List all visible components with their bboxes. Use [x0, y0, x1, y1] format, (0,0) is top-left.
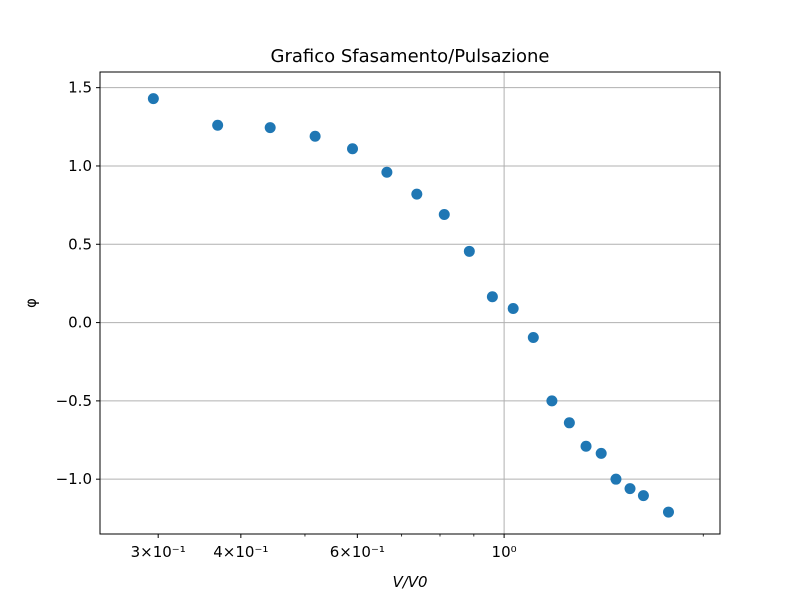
data-point: [381, 166, 393, 178]
y-axis-label: φ: [22, 298, 40, 308]
y-tick-label: 1.0: [68, 157, 92, 175]
plot-frame: [99, 71, 721, 535]
data-point: [595, 447, 607, 459]
data-point: [347, 143, 359, 155]
y-tick-label: 0.0: [68, 314, 92, 332]
data-point: [411, 188, 423, 200]
y-tick-label: −0.5: [56, 392, 92, 410]
data-point: [563, 417, 575, 429]
data-point: [546, 395, 558, 407]
data-point: [662, 506, 674, 518]
y-tick-label: 0.5: [68, 235, 92, 253]
y-tick-label: −1.0: [56, 470, 92, 488]
data-point: [463, 245, 475, 257]
grid-lines: [100, 72, 720, 534]
data-point: [486, 291, 498, 303]
data-point: [264, 122, 276, 134]
data-point: [610, 473, 622, 485]
x-tick-label: 6×10⁻¹: [330, 543, 385, 561]
chart-title: Grafico Sfasamento/Pulsazione: [271, 46, 550, 67]
data-point: [637, 490, 649, 502]
data-point: [527, 331, 539, 343]
x-axis-label: V/V0: [392, 573, 427, 591]
x-tick-label: 10⁰: [492, 543, 517, 561]
data-point: [580, 440, 592, 452]
data-point: [624, 483, 636, 495]
data-point: [507, 302, 519, 314]
x-tick-label: 4×10⁻¹: [213, 543, 268, 561]
data-point: [438, 209, 450, 221]
data-point: [147, 93, 159, 105]
data-points: [147, 93, 674, 518]
y-tick-label: 1.5: [68, 79, 92, 97]
axis-ticks: 1.5 1.0 0.5 0.0 −0.5 −1.0 3×10⁻¹ 4×10⁻¹ 6×10⁻¹ 10…: [56, 79, 704, 561]
data-point: [212, 119, 224, 131]
data-point: [309, 130, 321, 142]
x-tick-label: 3×10⁻¹: [131, 543, 186, 561]
